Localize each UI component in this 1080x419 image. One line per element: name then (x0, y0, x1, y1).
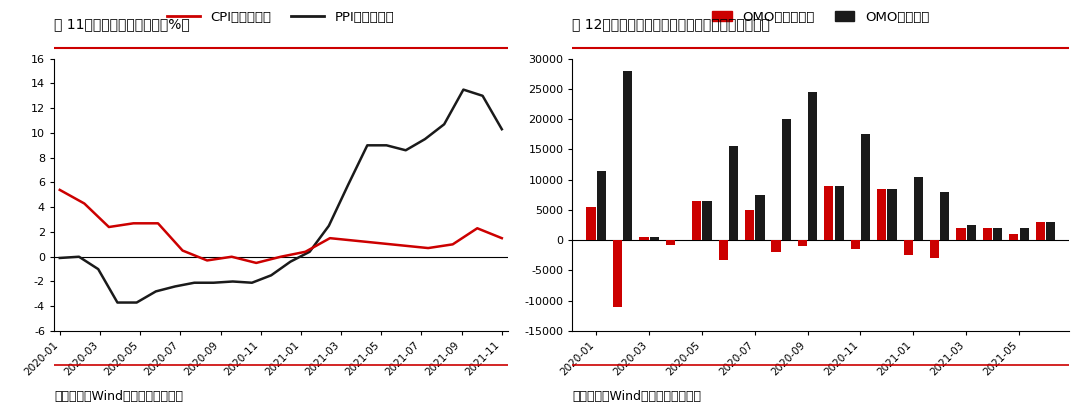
Bar (861, 134, 870, 240)
Bar (771, 240, 781, 252)
Bar (798, 240, 807, 246)
Bar (824, 186, 834, 240)
Bar (808, 92, 818, 240)
Bar (983, 228, 993, 240)
Bar (782, 119, 791, 240)
Bar (702, 201, 712, 240)
Bar (745, 210, 754, 240)
Bar (957, 228, 966, 240)
Bar (904, 240, 913, 255)
Bar (692, 201, 701, 240)
Bar (930, 240, 940, 259)
Bar (1009, 234, 1018, 240)
Bar (941, 192, 949, 240)
Bar (835, 186, 843, 240)
Bar (729, 146, 738, 240)
Bar (994, 228, 1002, 240)
Bar (623, 71, 633, 240)
Bar (877, 189, 887, 240)
Bar (888, 189, 896, 240)
Bar (1036, 222, 1044, 240)
Bar (718, 240, 728, 260)
Text: 资料来源：Wind，中信证券研究部: 资料来源：Wind，中信证券研究部 (54, 390, 183, 403)
Bar (665, 240, 675, 245)
Bar (586, 207, 596, 240)
Legend: CPI：当月同比, PPI：当月同比: CPI：当月同比, PPI：当月同比 (162, 5, 400, 29)
Bar (967, 225, 976, 240)
Bar (755, 195, 765, 240)
Bar (914, 177, 923, 240)
Legend: OMO货币净投放, OMO货币投放: OMO货币净投放, OMO货币投放 (707, 5, 934, 29)
Bar (1020, 228, 1029, 240)
Bar (597, 171, 606, 240)
Text: 图 11：第四阶段通胀走势（%）: 图 11：第四阶段通胀走势（%） (54, 17, 190, 31)
Bar (639, 237, 648, 240)
Bar (612, 240, 622, 307)
Text: 资料来源：Wind，中信证券研究部: 资料来源：Wind，中信证券研究部 (572, 390, 701, 403)
Bar (1045, 222, 1055, 240)
Bar (649, 237, 659, 240)
Bar (851, 240, 860, 249)
Text: 图 12：这一阶段公开市场操作力度并不大（亿元）: 图 12：这一阶段公开市场操作力度并不大（亿元） (572, 17, 770, 31)
